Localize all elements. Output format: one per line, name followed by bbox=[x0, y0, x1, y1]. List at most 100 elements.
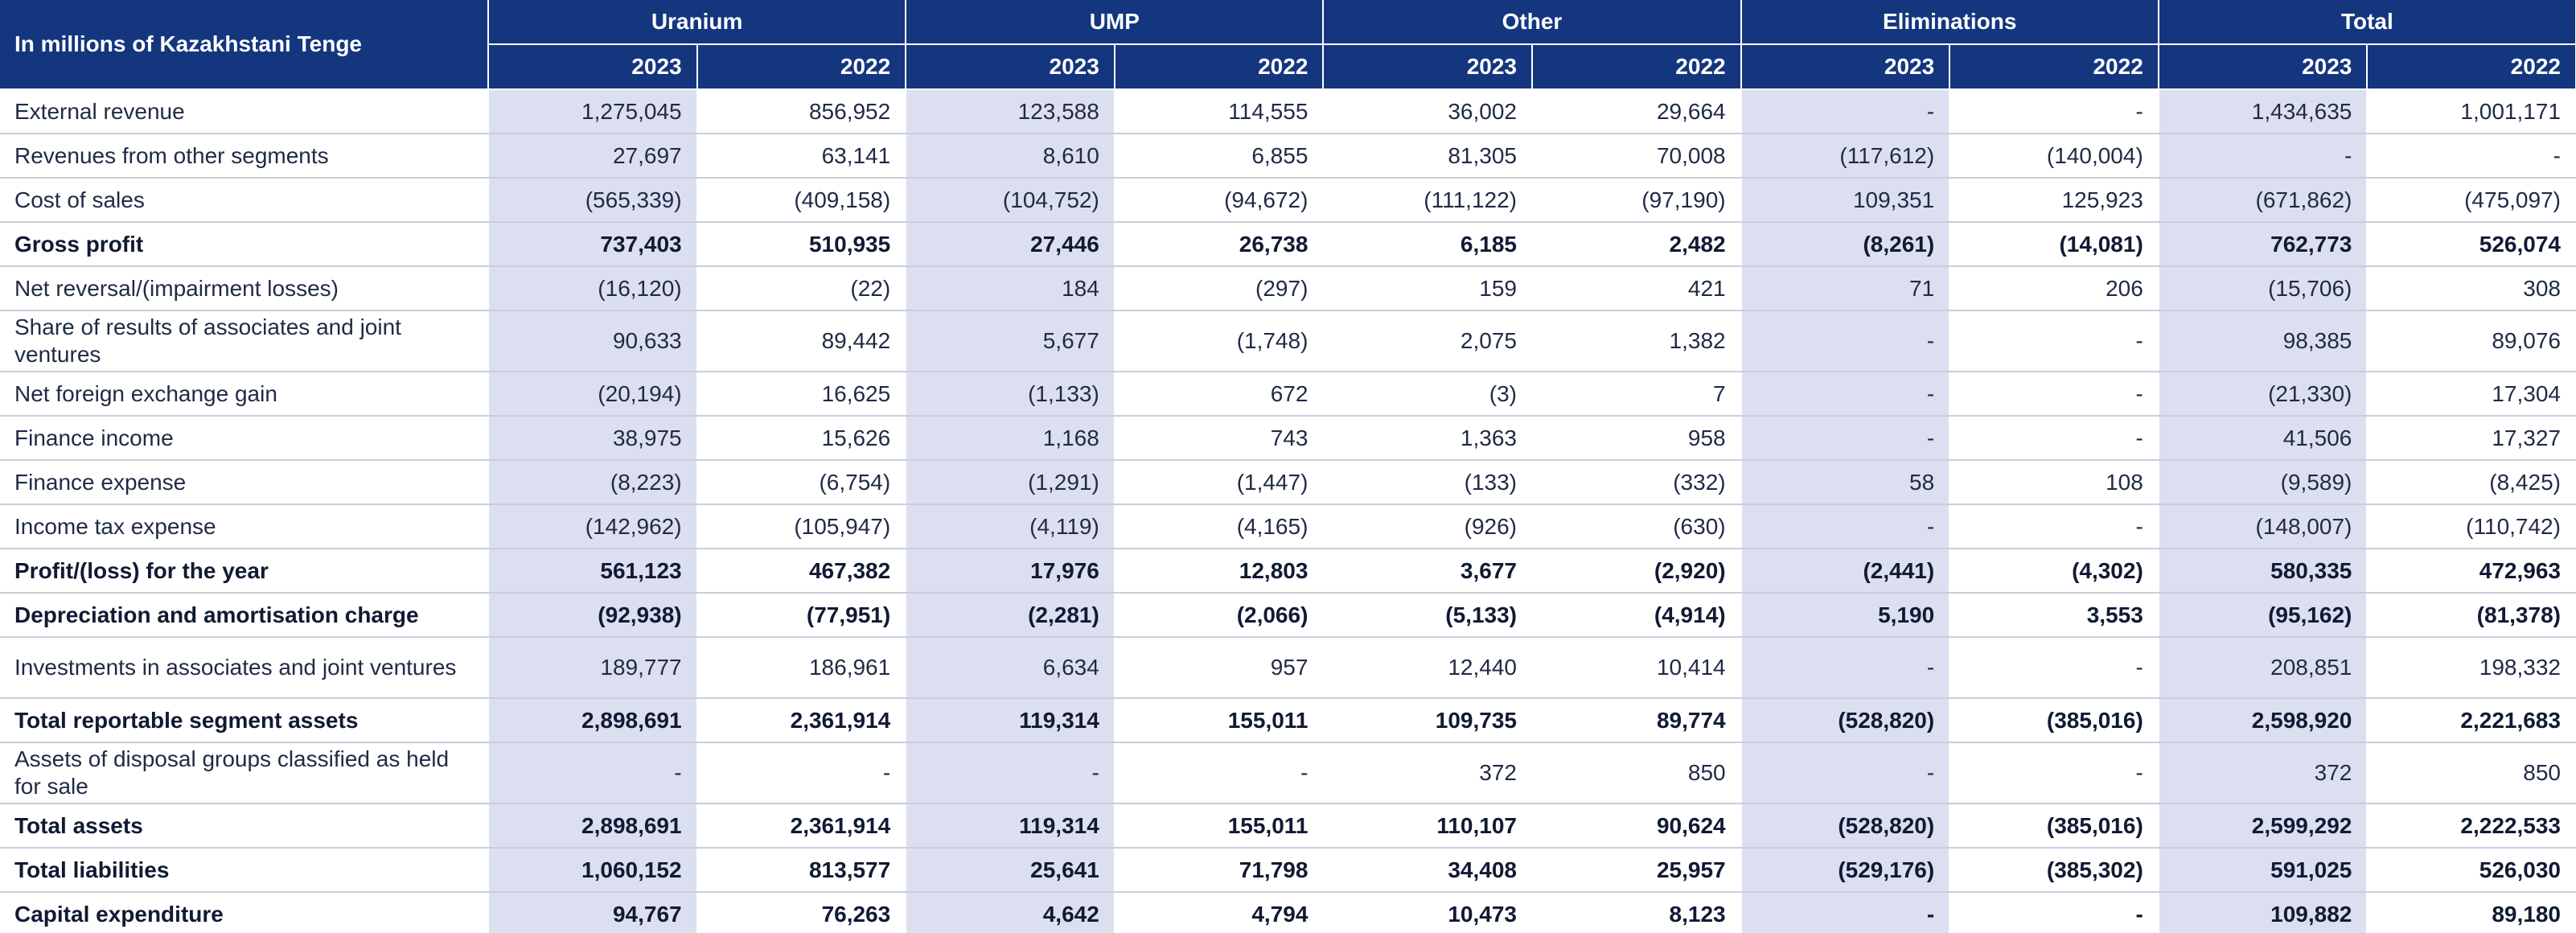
row-label: Total liabilities bbox=[0, 848, 489, 893]
year-header-row: 2023 2022 2023 2022 2023 2022 2023 2022 … bbox=[0, 44, 2576, 90]
table-cell: (297) bbox=[1114, 266, 1325, 311]
table-cell: (2,920) bbox=[1532, 549, 1742, 594]
table-cell: 2,222,533 bbox=[2367, 804, 2576, 849]
table-cell: 109,735 bbox=[1323, 698, 1533, 743]
table-cell: (2,441) bbox=[1740, 549, 1951, 594]
table-cell: 34,408 bbox=[1323, 848, 1533, 893]
table-cell: 6,855 bbox=[1114, 134, 1325, 179]
table-row: External revenue 1,275,045 856,952 123,588 1… bbox=[0, 89, 2576, 134]
table-cell: - bbox=[1114, 742, 1325, 804]
table-cell: 2,599,292 bbox=[2158, 804, 2369, 849]
table-cell: 208,851 bbox=[2158, 637, 2369, 699]
year-header: 2022 bbox=[2367, 44, 2576, 90]
table-cell: 672 bbox=[1114, 372, 1325, 417]
table-cell: (475,097) bbox=[2367, 178, 2576, 223]
table-cell: (77,951) bbox=[696, 593, 907, 638]
table-cell: 26,738 bbox=[1114, 222, 1325, 267]
table-cell: 17,327 bbox=[2367, 416, 2576, 461]
table-cell: (16,120) bbox=[488, 266, 698, 311]
table-cell: 186,961 bbox=[696, 637, 907, 699]
table-row: Net reversal/(impairment losses) (16,120)… bbox=[0, 266, 2576, 311]
table-cell: - bbox=[1949, 310, 2159, 372]
table-cell: 7 bbox=[1532, 372, 1742, 417]
table-cell: - bbox=[2367, 134, 2576, 179]
table-cell: 89,774 bbox=[1532, 698, 1742, 743]
table-row: Finance income 38,975 15,626 1,168 743 1,363 9… bbox=[0, 416, 2576, 461]
table-cell: 17,976 bbox=[906, 549, 1115, 594]
table-cell: (4,302) bbox=[1949, 549, 2159, 594]
table-cell: 4,642 bbox=[906, 892, 1115, 933]
group-header-other: Other bbox=[1323, 0, 1742, 45]
table-cell: (148,007) bbox=[2158, 504, 2369, 549]
table-cell: 155,011 bbox=[1114, 698, 1325, 743]
table-cell: (4,119) bbox=[906, 504, 1115, 549]
table-cell: - bbox=[1740, 637, 1951, 699]
table-row: Profit/(loss) for the year 561,123 467,382… bbox=[0, 549, 2576, 594]
table-cell: 10,473 bbox=[1323, 892, 1533, 933]
table-cell: 17,304 bbox=[2367, 372, 2576, 417]
row-label: Profit/(loss) for the year bbox=[0, 549, 489, 594]
table-cell: - bbox=[1949, 742, 2159, 804]
table-row: Gross profit 737,403 510,935 27,446 26,738 6,… bbox=[0, 222, 2576, 267]
table-cell: - bbox=[1740, 416, 1951, 461]
table-cell: - bbox=[488, 742, 698, 804]
table-cell: 108 bbox=[1949, 460, 2159, 505]
table-cell: (1,291) bbox=[906, 460, 1115, 505]
table-cell: (20,194) bbox=[488, 372, 698, 417]
table-cell: 123,588 bbox=[906, 89, 1115, 134]
table-row: Income tax expense (142,962) (105,947) (4,1… bbox=[0, 504, 2576, 549]
table-cell: 2,898,691 bbox=[488, 804, 698, 849]
row-label: Net foreign exchange gain bbox=[0, 372, 489, 417]
table-cell: - bbox=[1949, 637, 2159, 699]
row-label: Assets of disposal groups classified as … bbox=[0, 742, 489, 804]
table-cell: 25,957 bbox=[1532, 848, 1742, 893]
table-cell: 1,363 bbox=[1323, 416, 1533, 461]
table-cell: 198,332 bbox=[2367, 637, 2576, 699]
table-cell: 109,351 bbox=[1740, 178, 1951, 223]
table-body: External revenue 1,275,045 856,952 123,588 1… bbox=[0, 89, 2576, 933]
table-cell: - bbox=[1740, 504, 1951, 549]
table-row: Revenues from other segments 27,697 63,141… bbox=[0, 134, 2576, 179]
table-cell: 16,625 bbox=[696, 372, 907, 417]
table-cell: 561,123 bbox=[488, 549, 698, 594]
table-cell: 125,923 bbox=[1949, 178, 2159, 223]
table-cell: 90,633 bbox=[488, 310, 698, 372]
table-cell: 2,361,914 bbox=[696, 698, 907, 743]
table-cell: 372 bbox=[1323, 742, 1533, 804]
table-row: Investments in associates and joint vent… bbox=[0, 637, 2576, 699]
table-cell: (8,261) bbox=[1740, 222, 1951, 267]
table-cell: 467,382 bbox=[696, 549, 907, 594]
table-cell: 12,803 bbox=[1114, 549, 1325, 594]
table-row: Cost of sales (565,339) (409,158) (104,752)… bbox=[0, 178, 2576, 223]
group-header-total: Total bbox=[2158, 0, 2576, 45]
table-cell: 850 bbox=[2367, 742, 2576, 804]
table-cell: 2,361,914 bbox=[696, 804, 907, 849]
group-header-eliminations: Eliminations bbox=[1740, 0, 2159, 45]
table-row: Assets of disposal groups classified as … bbox=[0, 742, 2576, 804]
table-cell: - bbox=[1740, 892, 1951, 933]
table-cell: - bbox=[1740, 372, 1951, 417]
table-cell: 526,074 bbox=[2367, 222, 2576, 267]
table-cell: 89,180 bbox=[2367, 892, 2576, 933]
table-cell: (94,672) bbox=[1114, 178, 1325, 223]
table-row: Finance expense (8,223) (6,754) (1,291) (1,4… bbox=[0, 460, 2576, 505]
table-cell: (409,158) bbox=[696, 178, 907, 223]
table-cell: 1,275,045 bbox=[488, 89, 698, 134]
table-cell: (529,176) bbox=[1740, 848, 1951, 893]
table-cell: 3,677 bbox=[1323, 549, 1533, 594]
row-label: Total reportable segment assets bbox=[0, 698, 489, 743]
table-cell: (4,914) bbox=[1532, 593, 1742, 638]
table-cell: 510,935 bbox=[696, 222, 907, 267]
table-cell: (110,742) bbox=[2367, 504, 2576, 549]
table-cell: 110,107 bbox=[1323, 804, 1533, 849]
table-cell: 94,767 bbox=[488, 892, 698, 933]
table-cell: (528,820) bbox=[1740, 804, 1951, 849]
table-cell: 89,076 bbox=[2367, 310, 2576, 372]
table-cell: 8,610 bbox=[906, 134, 1115, 179]
table-cell: (1,748) bbox=[1114, 310, 1325, 372]
table-row: Net foreign exchange gain (20,194) 16,625(… bbox=[0, 372, 2576, 417]
table-row: Share of results of associates and joint… bbox=[0, 310, 2576, 372]
row-label: Revenues from other segments bbox=[0, 134, 489, 179]
table-cell: 4,794 bbox=[1114, 892, 1325, 933]
table-cell: (142,962) bbox=[488, 504, 698, 549]
